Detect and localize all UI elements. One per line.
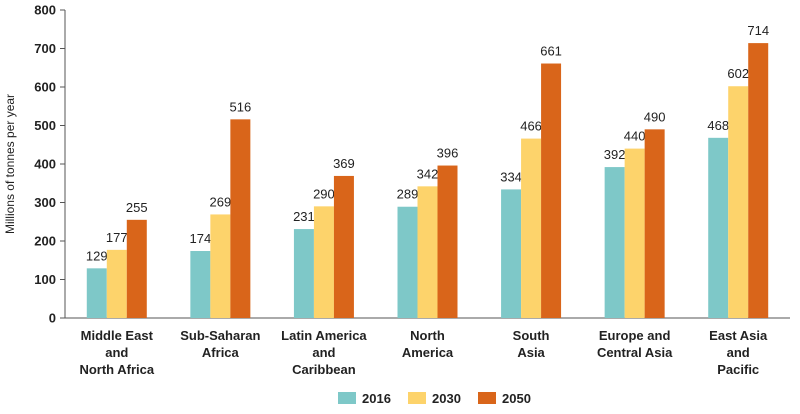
category-label: East Asia and Pacific — [709, 328, 768, 377]
bar-group: 289 342 396 — [397, 146, 459, 318]
legend-item: 2016 — [338, 391, 391, 406]
data-label: 290 — [313, 186, 335, 201]
data-label: 396 — [437, 146, 459, 161]
bar-2030 — [106, 249, 127, 318]
bar-2030 — [624, 148, 645, 318]
bar-group: 129 177 255 — [86, 200, 148, 318]
data-label: 289 — [397, 187, 419, 202]
bar-group: 174 269 516 — [190, 99, 252, 318]
bar-group: 392 440 490 — [604, 109, 666, 318]
bar-2050 — [126, 219, 147, 318]
data-label: 602 — [727, 66, 749, 81]
bar-2016 — [708, 137, 729, 318]
data-label: 490 — [644, 109, 666, 124]
data-label: 661 — [540, 44, 562, 59]
legend-label: 2016 — [362, 391, 391, 406]
bar-2050 — [541, 63, 562, 318]
category-label: North America — [402, 328, 454, 360]
bar-group: 334 466 661 — [500, 44, 562, 318]
data-label: 342 — [417, 166, 439, 181]
data-label: 468 — [707, 118, 729, 133]
data-label: 466 — [520, 119, 542, 134]
category-label: Latin America and Caribbean — [281, 328, 367, 377]
y-tick-label: 700 — [34, 41, 56, 56]
bar-2016 — [86, 268, 107, 318]
bar-2030 — [521, 138, 542, 318]
category-labels: Middle East and North Africa Sub-Saharan Afr… — [79, 328, 768, 377]
bar-2016 — [397, 206, 418, 318]
y-tick-label: 300 — [34, 195, 56, 210]
bar-2030 — [313, 206, 334, 318]
bar-2016 — [501, 189, 522, 318]
y-tick-label: 600 — [34, 80, 56, 95]
data-label: 714 — [747, 23, 769, 38]
data-label: 129 — [86, 248, 108, 263]
data-label: 255 — [126, 200, 148, 215]
bar-2030 — [417, 186, 438, 318]
y-tick-label: 0 — [49, 311, 56, 326]
bar-groups: 129 177 255 174 269 516 231 290 369 289 342 396 334 4… — [86, 23, 769, 319]
legend-item: 2050 — [478, 391, 531, 406]
legend-item: 2030 — [408, 391, 461, 406]
data-label: 516 — [230, 99, 252, 114]
y-tick-label: 400 — [34, 157, 56, 172]
bar-2016 — [190, 251, 211, 318]
legend: 2016 2030 2050 — [338, 391, 531, 406]
bar-2050 — [333, 175, 354, 318]
legend-label: 2030 — [432, 391, 461, 406]
y-axis-title: Millions of tonnes per year — [3, 94, 17, 234]
data-label: 440 — [624, 129, 646, 144]
category-label: Sub-Saharan Africa — [180, 328, 260, 360]
data-label: 334 — [500, 169, 522, 184]
data-label: 392 — [604, 147, 626, 162]
y-tick-label: 200 — [34, 234, 56, 249]
legend-label: 2050 — [502, 391, 531, 406]
legend-swatch — [478, 392, 496, 404]
category-label: Europe and Central Asia — [597, 328, 673, 360]
bar-2016 — [293, 229, 314, 318]
legend-swatch — [338, 392, 356, 404]
data-label: 369 — [333, 156, 355, 171]
y-tick-label: 500 — [34, 118, 56, 133]
bar-group: 231 290 369 — [293, 156, 355, 318]
category-label: South Asia — [513, 328, 550, 360]
bar-2030 — [728, 86, 749, 318]
legend-swatch — [408, 392, 426, 404]
y-tick-label: 800 — [34, 3, 56, 18]
bar-2050 — [748, 43, 769, 319]
bar-2016 — [604, 167, 625, 318]
bar-group: 468 602 714 — [707, 23, 769, 319]
data-label: 174 — [190, 231, 212, 246]
bar-2030 — [210, 214, 231, 318]
data-label: 269 — [210, 194, 232, 209]
y-tick-label: 100 — [34, 272, 56, 287]
data-label: 177 — [106, 230, 128, 245]
data-label: 231 — [293, 209, 315, 224]
y-axis-ticks: 0 100 200 300 400 500 600 700 800 — [34, 3, 65, 326]
category-label: Middle East and North Africa — [79, 328, 154, 377]
bar-2050 — [230, 119, 251, 318]
bar-2050 — [644, 129, 665, 318]
bar-2050 — [437, 165, 458, 318]
